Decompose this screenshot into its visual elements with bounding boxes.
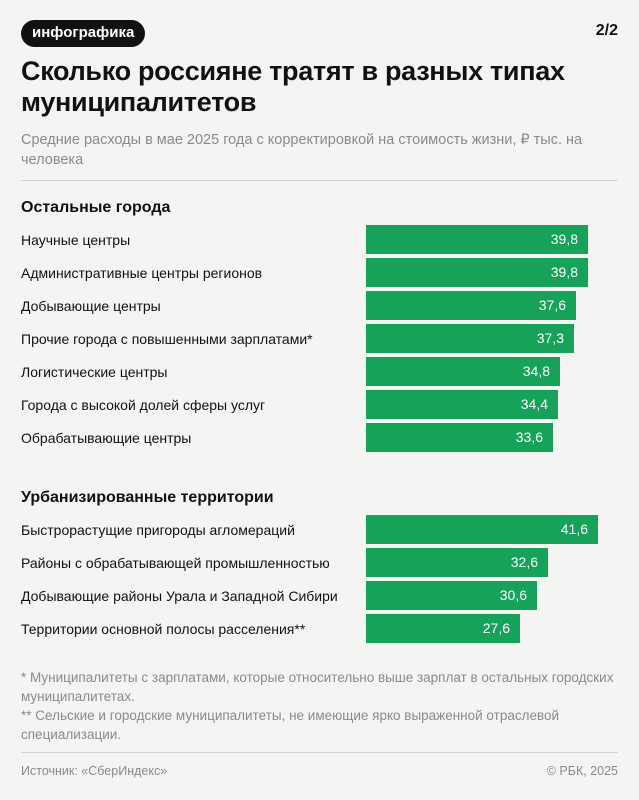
bar-value-label: 33,6	[515, 429, 543, 445]
category-label: Районы с обрабатывающей промышленностью	[21, 555, 330, 571]
category-label: Административные центры регионов	[21, 265, 263, 281]
bar: 41,6	[366, 515, 598, 544]
bar-value-label: 41,6	[560, 521, 588, 537]
footnote-1: * Муниципалитеты с зарплатами, которые о…	[21, 670, 614, 704]
category-label: Быстрорастущие пригороды агломераций	[21, 522, 295, 538]
bar: 39,8	[366, 225, 588, 254]
source-text: Источник: «СберИндекс»	[21, 764, 168, 778]
category-label: Обрабатывающие центры	[21, 430, 192, 446]
infographic-tag: инфографика	[21, 20, 146, 47]
bar: 34,4	[366, 390, 558, 419]
chart-title: Сколько россияне тратят в разных типах м…	[21, 56, 565, 117]
chart-subtitle: Средние расходы в мае 2025 года с коррек…	[21, 132, 583, 168]
category-label: Прочие города с повышенными зарплатами*	[21, 331, 313, 347]
bar: 27,6	[366, 614, 520, 643]
bar: 39,8	[366, 258, 588, 287]
category-label: Научные центры	[21, 232, 131, 248]
bar-value-label: 34,4	[520, 396, 548, 412]
footnote-2: ** Сельские и городские муниципалитеты, …	[21, 708, 560, 742]
bar-value-label: 37,6	[538, 297, 566, 313]
bar-value-label: 37,3	[536, 330, 564, 346]
bar: 30,6	[366, 581, 537, 610]
bottom-divider	[21, 752, 618, 753]
category-label: Логистические центры	[21, 364, 168, 380]
bar-value-label: 34,8	[522, 363, 550, 379]
category-label: Добывающие центры	[21, 298, 161, 314]
bar-value-label: 27,6	[482, 620, 510, 636]
group-title: Остальные города	[21, 199, 171, 216]
bar-value-label: 39,8	[550, 231, 578, 247]
bar-value-label: 39,8	[550, 264, 578, 280]
bar: 32,6	[366, 548, 548, 577]
bar: 37,3	[366, 324, 574, 353]
bar-value-label: 32,6	[510, 554, 538, 570]
category-label: Города с высокой долей сферы услуг	[21, 397, 266, 413]
category-label: Территории основной полосы расселения**	[21, 621, 306, 637]
bar: 37,6	[366, 291, 576, 320]
copyright-text: © РБК, 2025	[546, 764, 618, 778]
top-divider	[21, 180, 618, 181]
group-title: Урбанизированные территории	[21, 489, 274, 506]
bar: 33,6	[366, 423, 553, 452]
bar: 34,8	[366, 357, 560, 386]
bar-value-label: 30,6	[499, 587, 527, 603]
page-number: 2/2	[595, 22, 618, 39]
category-label: Добывающие районы Урала и Западной Сибир…	[21, 588, 338, 604]
